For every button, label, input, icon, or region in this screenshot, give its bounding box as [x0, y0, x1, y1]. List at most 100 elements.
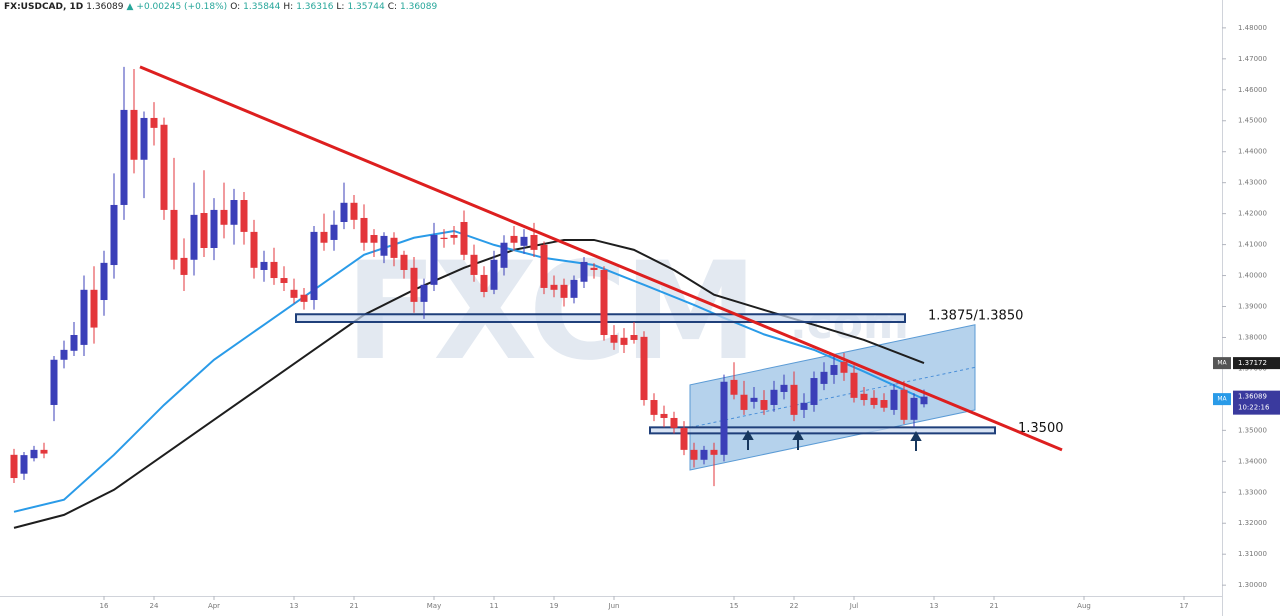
candle-body [190, 214, 198, 260]
candle-body [750, 397, 758, 402]
y-tick-label: 1.35000 [1238, 426, 1267, 434]
x-tick-label: 21 [350, 602, 359, 610]
candle-body [60, 349, 68, 360]
x-tick-label: Apr [208, 602, 220, 610]
candle-body [430, 234, 438, 285]
x-tick-label: Aug [1077, 602, 1091, 610]
candle-body [900, 389, 908, 420]
ma-tag: MA [1217, 396, 1227, 403]
moving-average [13, 229, 925, 513]
candle-body [380, 235, 388, 256]
candle-body [490, 259, 498, 290]
y-tick-label: 1.32000 [1238, 519, 1267, 527]
candle-body [470, 254, 478, 275]
x-tick-label: 17 [1180, 602, 1189, 610]
x-tick-label: 22 [790, 602, 799, 610]
ma-value: 1.37172 [1238, 359, 1267, 367]
candle-body [920, 396, 928, 405]
ma-tag-bg [1213, 357, 1231, 370]
y-tick-label: 1.44000 [1238, 148, 1267, 156]
x-tick-label: Jun [608, 602, 620, 610]
candle-body [810, 378, 818, 405]
candle-body [590, 267, 598, 270]
candle-body [20, 455, 28, 474]
candle-body [130, 109, 138, 160]
candle-body [150, 117, 158, 128]
x-tick-label: 21 [990, 602, 999, 610]
x-tick-label: 16 [100, 602, 109, 610]
candle-body [610, 334, 618, 343]
candle-body [210, 209, 218, 248]
x-tick-label: May [427, 602, 441, 610]
ma-tag: MA [1217, 360, 1227, 367]
candle-body [770, 389, 778, 405]
candle-body [110, 204, 118, 266]
candle-body [730, 379, 738, 395]
candle-body [630, 334, 638, 340]
candle-body [800, 402, 808, 410]
candle-body [740, 394, 748, 410]
header-item: +0.00245 (+0.18%) [136, 2, 228, 12]
candle-body [390, 237, 398, 258]
header-item: FX:USDCAD, 1D [4, 2, 84, 12]
candle-body [340, 202, 348, 222]
header: FX:USDCAD, 1D 1.36089 ▲ +0.00245 (+0.18%) O:… [4, 2, 440, 12]
y-tick-label: 1.30000 [1238, 581, 1267, 589]
x-tick-label: 15 [730, 602, 739, 610]
candle-body [550, 284, 558, 290]
y-tick-label: 1.46000 [1238, 86, 1267, 94]
candle-body [710, 449, 718, 455]
candle-body [650, 400, 658, 415]
candle-body [850, 372, 858, 398]
candle-body [640, 336, 648, 401]
candle-body [860, 393, 868, 401]
header-item: ▲ [126, 2, 134, 12]
header-item: O: [230, 2, 241, 12]
arrow-head [910, 430, 922, 441]
candle-body [200, 213, 208, 248]
arrow-head [742, 429, 754, 440]
y-tick-label: 1.31000 [1238, 550, 1267, 558]
header-item: H: [283, 2, 294, 12]
candle-body [10, 454, 18, 479]
y-tick-label: 1.39000 [1238, 303, 1267, 311]
plot-area: 1.3875/1.3850 1.3500 [10, 65, 1064, 529]
moving-average [13, 238, 925, 529]
zone-label: 1.3500 [1018, 421, 1064, 436]
y-tick-label: 1.41000 [1238, 241, 1267, 249]
y-tick-label: 1.47000 [1238, 55, 1267, 63]
candle-body [220, 209, 228, 225]
candle-body [890, 389, 898, 410]
arrows [742, 429, 922, 451]
candle-body [680, 427, 688, 450]
candle-body [700, 449, 708, 460]
price-tag: 1.36089 [1238, 393, 1267, 401]
candle-body [420, 284, 428, 302]
candle-body [330, 224, 338, 240]
y-tick-label: 1.34000 [1238, 457, 1267, 465]
candle-body [270, 261, 278, 279]
candle-body [690, 449, 698, 460]
candle-body [70, 334, 78, 351]
candle-body [50, 359, 58, 405]
channel-midline [689, 366, 976, 428]
candle-body [670, 417, 678, 428]
countdown: 10:22:16 [1238, 404, 1270, 412]
candle-body [230, 200, 238, 225]
candle-body [240, 200, 248, 232]
candle-body [410, 267, 418, 302]
candle-body [250, 231, 258, 268]
y-tick-label: 1.33000 [1238, 488, 1267, 496]
candle-body [160, 124, 168, 210]
header-item: 1.35744 [347, 2, 385, 12]
x-tick-label: Jul [849, 602, 859, 610]
ma-tag-bg [1213, 393, 1231, 406]
trendline [139, 65, 1063, 452]
candle-body [440, 237, 448, 240]
candle-body [260, 261, 268, 270]
candle-body [400, 254, 408, 270]
candle-body [840, 361, 848, 373]
candle-body [530, 234, 538, 250]
candle-body [510, 235, 518, 243]
